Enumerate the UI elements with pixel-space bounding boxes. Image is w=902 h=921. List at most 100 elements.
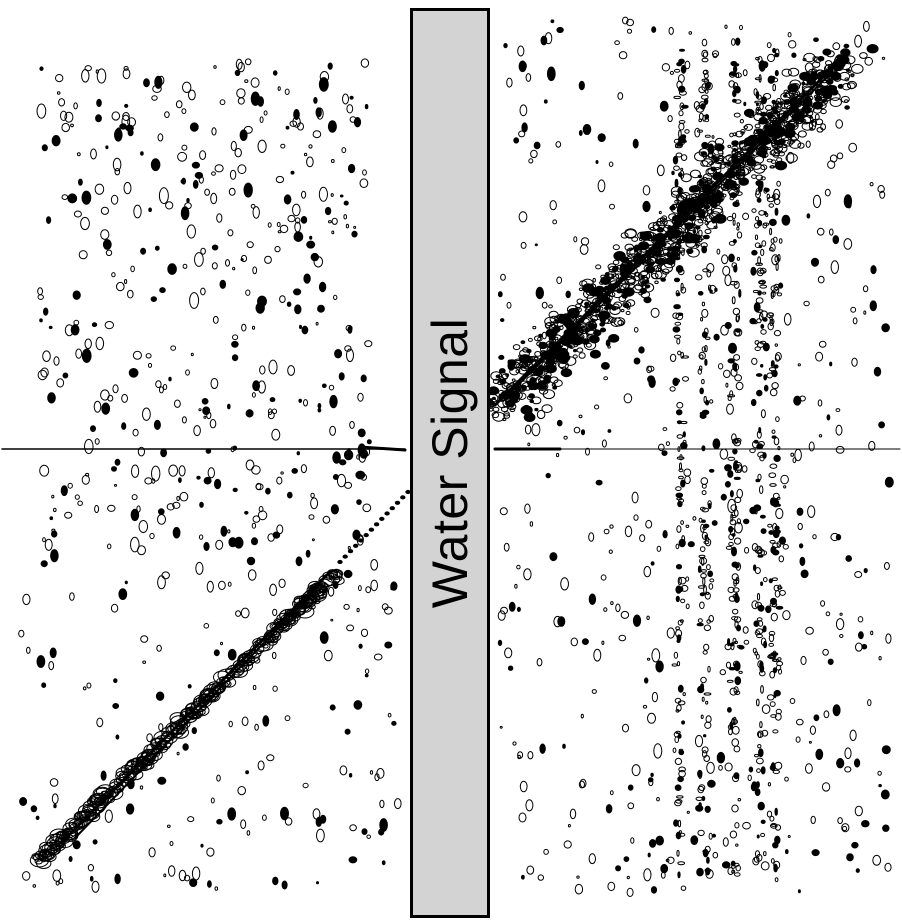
cross-peak — [736, 256, 741, 261]
cross-peak — [156, 644, 162, 652]
cross-peak — [215, 539, 224, 550]
cross-peak — [812, 534, 817, 540]
cross-peak — [526, 865, 535, 875]
cross-peak — [830, 260, 839, 275]
diagonal-peak — [624, 229, 637, 239]
cross-peak — [309, 235, 313, 240]
cross-peak — [265, 487, 271, 495]
cross-peak — [272, 685, 278, 692]
cross-peak — [731, 63, 740, 67]
cross-peak — [682, 692, 686, 697]
cross-peak — [327, 120, 337, 133]
diagonal-peak — [774, 160, 788, 171]
cross-peak — [328, 220, 332, 224]
cross-peak — [318, 281, 327, 293]
cross-peak — [254, 723, 259, 731]
diagonal-peak — [576, 298, 584, 305]
cross-peak — [796, 507, 804, 516]
cross-peak — [704, 845, 711, 854]
cross-peak — [111, 272, 116, 278]
cross-peak — [556, 452, 560, 458]
diagonal-peak — [389, 506, 395, 511]
cross-peak — [191, 866, 201, 881]
diagonal-peak — [143, 744, 160, 756]
cross-peak — [774, 69, 779, 77]
cross-peak — [742, 626, 749, 634]
cross-peak — [100, 770, 107, 781]
cross-peak — [214, 478, 222, 490]
cross-peak — [362, 503, 372, 513]
cross-peak — [706, 761, 715, 774]
cross-peak — [96, 98, 102, 108]
cross-peak — [743, 101, 747, 107]
cross-peak — [96, 68, 107, 84]
cross-peak — [701, 519, 706, 523]
cross-peak — [741, 465, 748, 473]
cross-peak — [843, 238, 853, 250]
cross-peak — [701, 750, 708, 758]
cross-peak — [754, 234, 759, 241]
cross-peak — [719, 669, 726, 676]
cross-peak — [289, 120, 298, 127]
cross-peak — [373, 653, 383, 661]
cross-peak — [184, 874, 191, 882]
cross-peak — [755, 91, 760, 99]
cross-peak — [658, 210, 662, 215]
cross-peak — [227, 648, 237, 661]
cross-peak — [735, 191, 743, 196]
cross-peak — [751, 208, 757, 213]
cross-peak — [733, 264, 738, 273]
cross-peak — [369, 770, 374, 775]
cross-peak — [672, 326, 681, 333]
diagonal-peak — [754, 123, 761, 129]
cross-peak — [814, 113, 820, 121]
cross-peak — [130, 508, 140, 522]
diagonal-peak — [613, 301, 623, 309]
cross-peak — [81, 69, 90, 83]
cross-peak — [732, 219, 736, 226]
cross-peak — [220, 525, 228, 537]
cross-peak — [227, 807, 237, 821]
cross-peak — [115, 734, 120, 740]
cross-peak — [698, 784, 706, 791]
cross-peak — [157, 575, 166, 590]
diagonal-peak — [363, 533, 369, 538]
cross-peak — [258, 506, 264, 513]
cross-peak — [769, 602, 778, 608]
cross-peak — [157, 133, 164, 142]
cross-peak — [237, 164, 247, 175]
diagonal-peak — [807, 78, 816, 85]
cross-peak — [770, 612, 778, 622]
cross-peak — [677, 194, 685, 202]
cross-peak — [733, 461, 737, 471]
cross-peak — [716, 751, 726, 764]
cross-peak — [196, 475, 201, 480]
cross-peak — [844, 766, 852, 773]
cross-peak — [695, 236, 703, 243]
cross-peak — [735, 562, 741, 571]
cross-peak — [26, 646, 31, 654]
cross-peak — [703, 585, 707, 594]
cross-peak — [736, 488, 744, 499]
cross-peak — [705, 850, 709, 855]
cross-peak — [578, 414, 583, 419]
diagonal-peak — [337, 559, 343, 565]
cross-peak — [675, 626, 680, 631]
cross-peak — [268, 359, 278, 375]
cross-peak — [357, 428, 366, 438]
cross-peak — [306, 156, 314, 168]
cross-peak — [588, 532, 595, 542]
cross-peak — [835, 534, 842, 541]
cross-peak — [699, 601, 705, 610]
cross-peak — [668, 26, 674, 35]
cross-peak — [835, 408, 841, 413]
cross-peak — [593, 648, 602, 662]
cross-peak — [521, 874, 525, 880]
cross-peak — [733, 745, 741, 753]
diagonal-peak — [583, 289, 596, 299]
cross-peak — [650, 307, 660, 318]
diagonal-peak — [519, 360, 529, 368]
cross-peak — [682, 439, 687, 445]
cross-peak — [686, 810, 690, 814]
cross-peak — [227, 529, 231, 534]
